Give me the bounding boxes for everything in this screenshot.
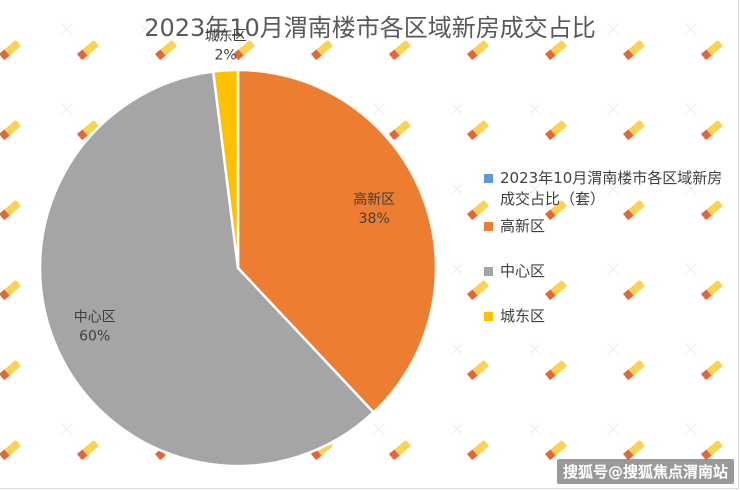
source-watermark: 搜狐号@搜狐焦点渭南站: [556, 459, 734, 484]
legend-label-series: 2023年10月渭南楼市各区域新房成交占比（套）: [500, 169, 723, 208]
legend-item-chengdong: 城东区: [484, 306, 734, 327]
legend-swatch-zhongxin: [484, 267, 493, 276]
pie-slice-gaoxin: [236, 68, 438, 415]
data-label-category-chengdong: 城东区: [205, 28, 247, 44]
pie-data-labels: 高新区 38% 中心区 60% 城东区 2%: [74, 28, 396, 344]
data-label-category-zhongxin: 中心区: [74, 309, 116, 325]
data-label-percent-chengdong: 2%: [214, 47, 236, 63]
legend-swatch-chengdong: [484, 312, 493, 321]
legend-item-zhongxin: 中心区: [484, 261, 734, 282]
data-label-percent-gaoxin: 38%: [359, 211, 390, 227]
legend-item-gaoxin: 高新区: [484, 216, 734, 237]
legend-label-zhongxin: 中心区: [500, 262, 546, 280]
chart-title: 2023年10月渭南楼市各区域新房成交占比: [144, 14, 596, 42]
legend-swatch-gaoxin: [484, 222, 493, 231]
legend-label-gaoxin: 高新区: [500, 217, 546, 235]
pie-slice-chengdong: [211, 68, 240, 269]
chart-legend: 2023年10月渭南楼市各区域新房成交占比（套） 高新区 中心区 城东区: [484, 168, 734, 327]
pie-slice-zhongxin: [38, 70, 376, 468]
data-label-percent-zhongxin: 60%: [79, 328, 110, 344]
legend-item-series: 2023年10月渭南楼市各区域新房成交占比（套）: [484, 168, 734, 210]
legend-swatch-series: [484, 174, 493, 183]
pie-slices: [38, 68, 438, 468]
data-label-category-gaoxin: 高新区: [353, 191, 395, 208]
legend-label-chengdong: 城东区: [500, 307, 546, 325]
